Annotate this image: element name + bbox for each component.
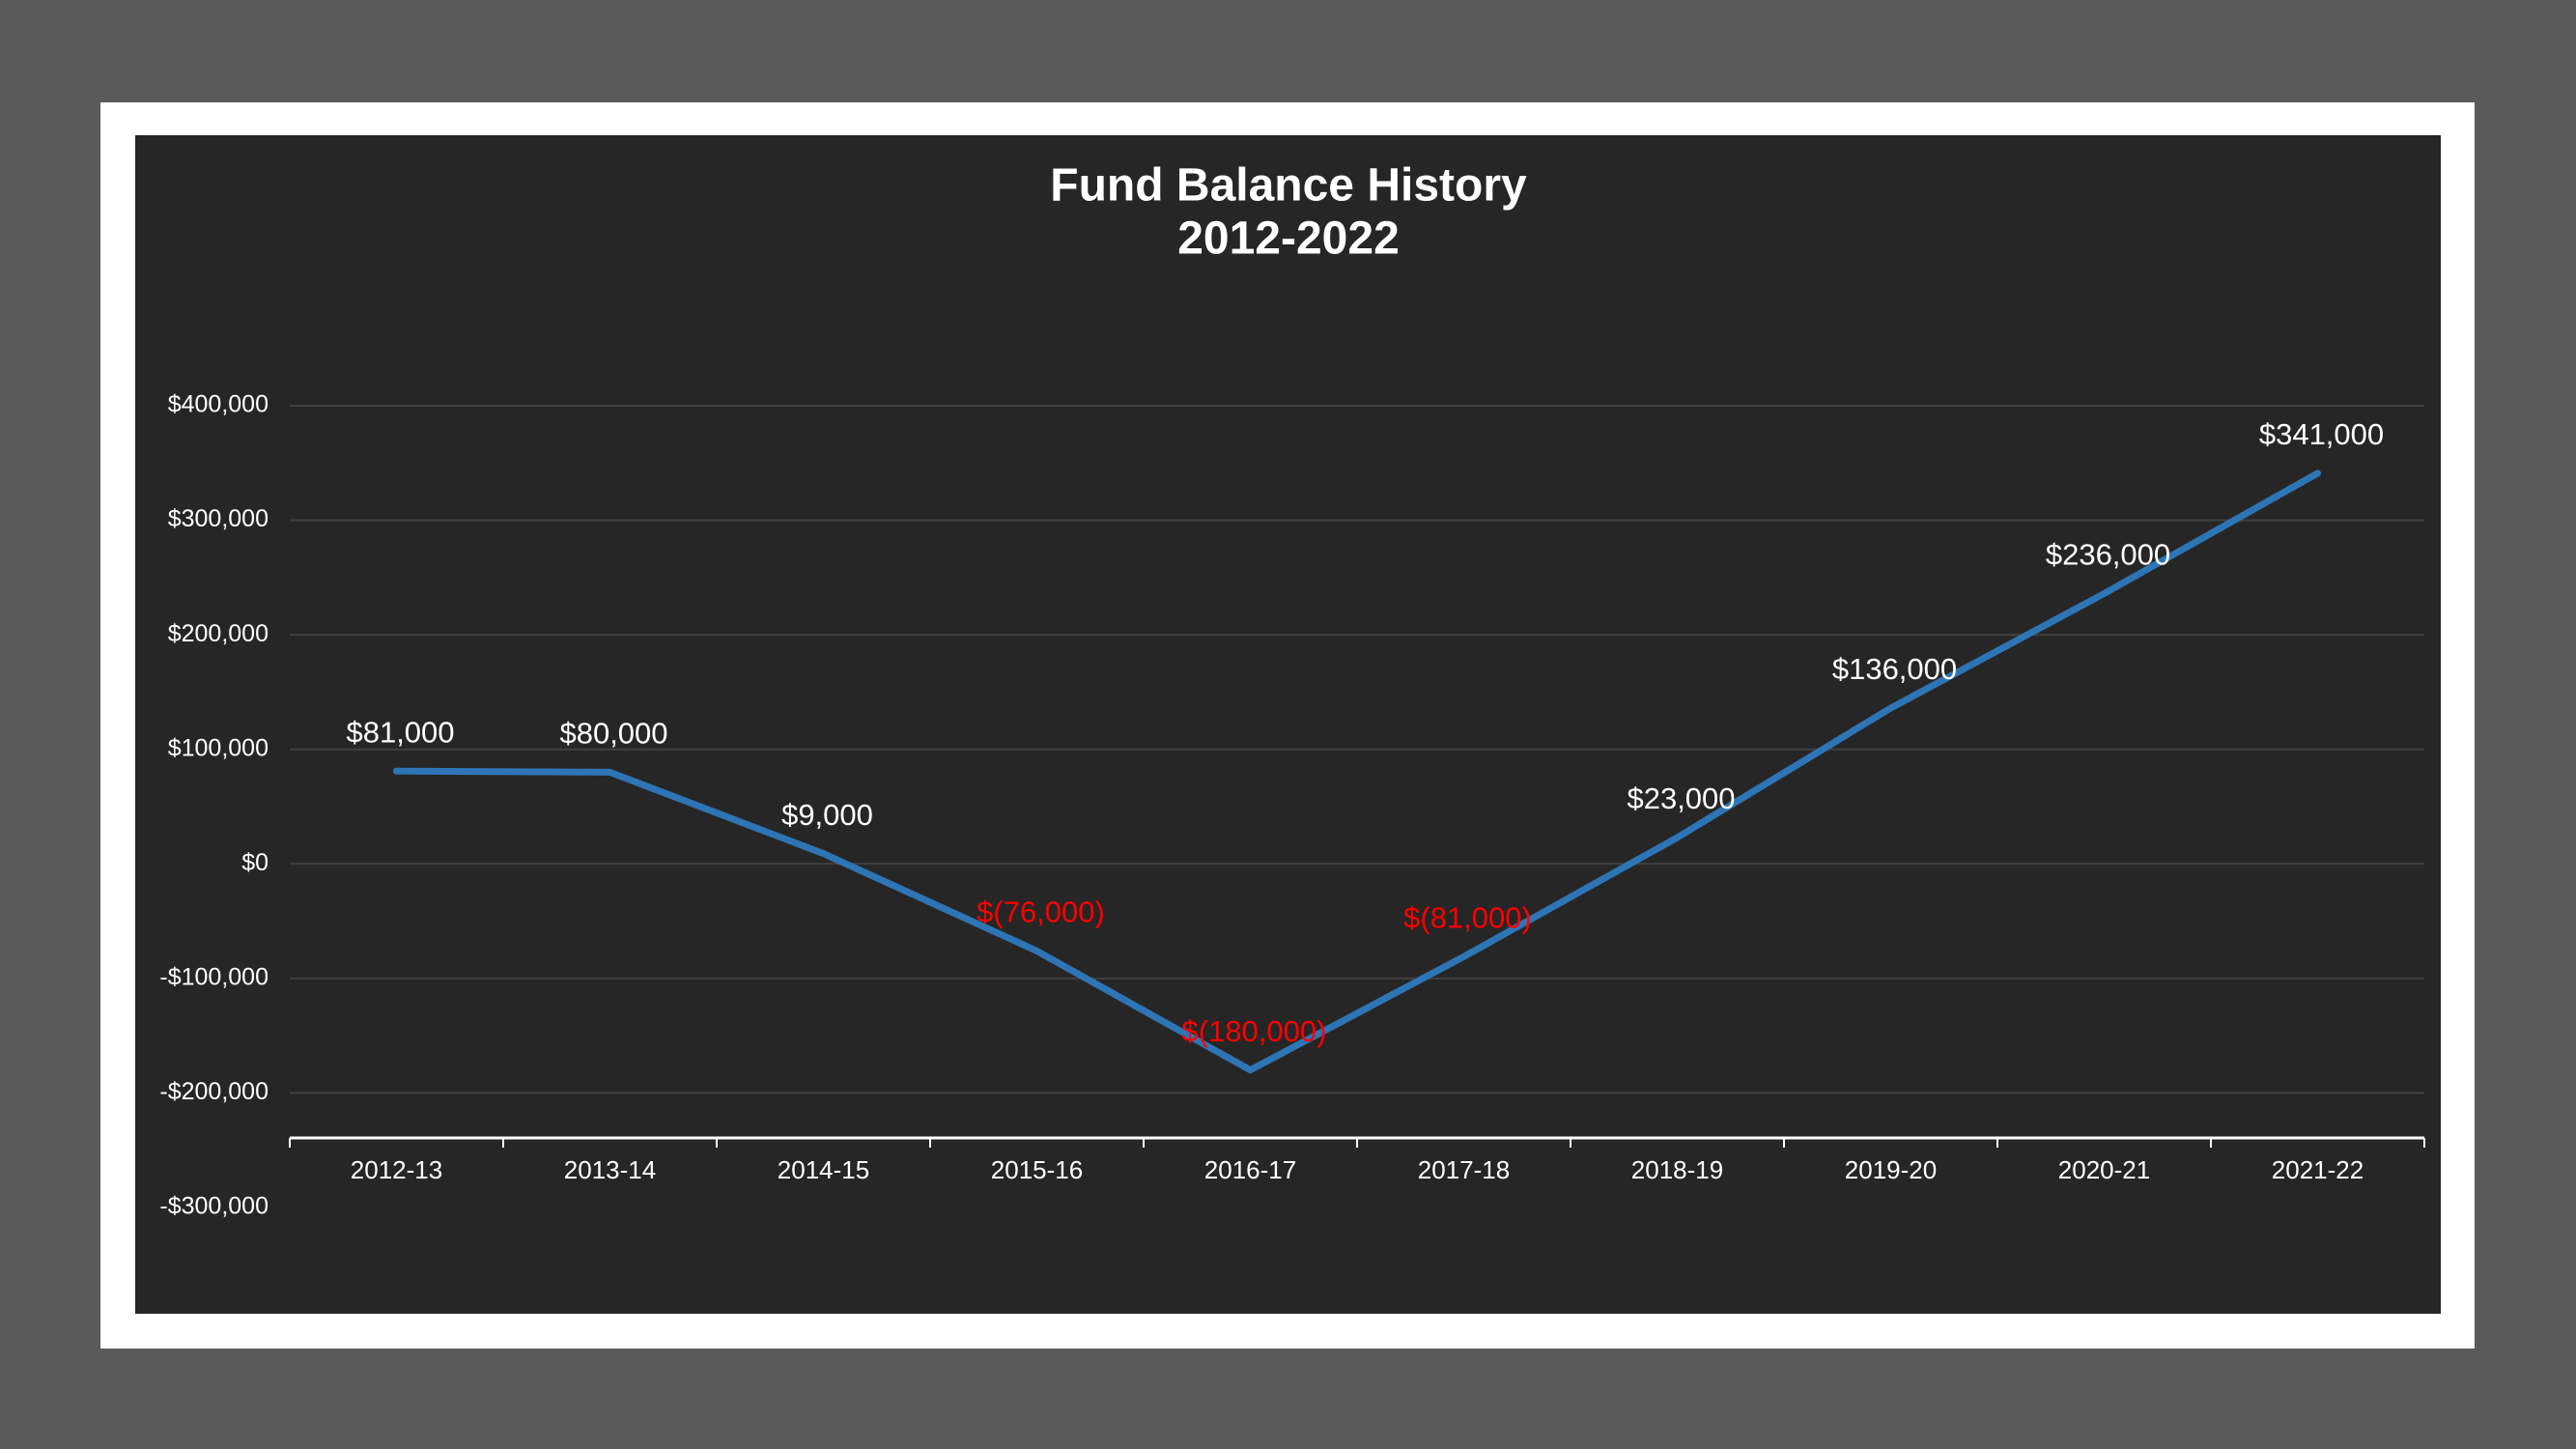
- data-label: $341,000: [2259, 417, 2384, 451]
- x-tick-label: 2016-17: [1204, 1155, 1296, 1184]
- y-tick-label: $400,000: [168, 391, 269, 418]
- data-label: $(76,000): [977, 895, 1105, 929]
- x-tick-label: 2013-14: [564, 1155, 656, 1184]
- data-label: $(180,000): [1182, 1014, 1327, 1048]
- data-label: $23,000: [1627, 781, 1735, 815]
- fund-balance-chart: Fund Balance History 2012-2022 $400,000$…: [159, 160, 2425, 1220]
- x-tick-label: 2018-19: [1631, 1155, 1723, 1184]
- data-point: [1033, 947, 1040, 954]
- y-tick-label: -$100,000: [159, 963, 269, 990]
- gridlines: [290, 405, 2424, 1094]
- y-tick-label: -$200,000: [159, 1078, 269, 1105]
- chart-subtitle: 2012-2022: [1177, 213, 1400, 265]
- x-tick-label: 2021-22: [2272, 1155, 2364, 1184]
- y-tick-label: $100,000: [168, 734, 269, 761]
- x-tick-label: 2020-21: [2058, 1155, 2150, 1184]
- chart-panel: Fund Balance History 2012-2022 $400,000 $…: [135, 135, 2441, 1314]
- data-point: [1460, 952, 1467, 960]
- data-label: $136,000: [1832, 652, 1957, 686]
- series-line: [393, 469, 2321, 1074]
- data-label: $(81,000): [1403, 901, 1532, 935]
- data-label: $9,000: [781, 798, 873, 832]
- data-label: $80,000: [559, 717, 667, 751]
- series-line-path: [393, 469, 2321, 1074]
- data-point: [393, 767, 400, 775]
- x-tick-label: 2015-16: [991, 1155, 1083, 1184]
- data-label: $236,000: [2046, 538, 2170, 572]
- x-tick-label: 2019-20: [1845, 1155, 1937, 1184]
- x-axis: 2012-13 2013-14 2014-15 2015-16 2016-17 2017-…: [289, 1136, 2425, 1184]
- y-tick-label: -$300,000: [159, 1193, 269, 1220]
- data-label: $81,000: [346, 715, 454, 749]
- data-point: [820, 850, 827, 858]
- y-axis: $400,000 $300,000 $200,000 $100,000 $0 -$100,…: [159, 391, 269, 1220]
- data-point: [2314, 469, 2321, 477]
- y-tick-label: $300,000: [168, 505, 269, 532]
- data-point: [607, 768, 613, 776]
- x-tick-label: 2012-13: [351, 1155, 442, 1184]
- data-point: [1247, 1066, 1254, 1074]
- data-point: [1674, 834, 1681, 841]
- y-tick-label: $200,000: [168, 620, 269, 647]
- data-point: [2101, 589, 2108, 597]
- x-tick-label: 2014-15: [778, 1155, 869, 1184]
- data-point: [1887, 704, 1894, 712]
- x-tick-label: 2017-18: [1418, 1155, 1510, 1184]
- y-tick-label: $0: [241, 849, 269, 876]
- data-labels: $81,000 $80,000 $9,000 $(76,000) $(180,000) $…: [346, 417, 2384, 1048]
- chart-title: Fund Balance History: [1050, 160, 1527, 212]
